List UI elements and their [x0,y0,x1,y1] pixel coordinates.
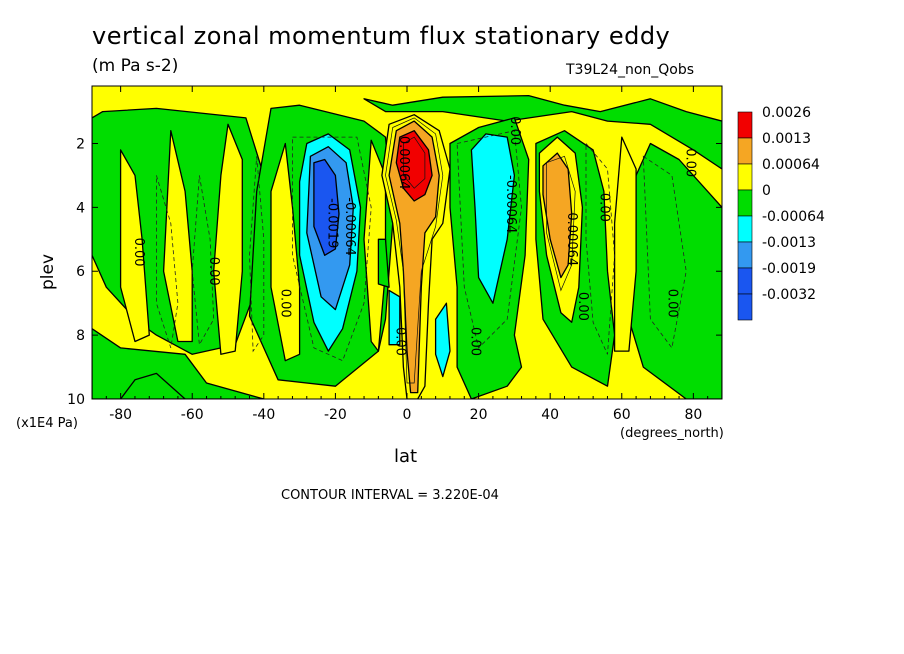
colorbar-swatch [737,267,753,295]
colorbar: 0.0026 0.0013 0.00064 0 -0.00064 -0.0013 -0.00… [737,105,825,321]
colorbar-swatch [737,189,753,217]
axis-ticks: -80 -60 -40 -20 0 20 40 60 80 2 4 6 8 10 [67,86,723,423]
contour-label-15: 0.00 [664,289,679,318]
contour-label-2: 0.00 [206,257,221,286]
colorbar-label: 0 [762,183,771,199]
chart-title: vertical zonal momentum flux stationary … [92,22,671,50]
contour-label-8: 0.00 [467,327,482,356]
y-tick-label: 2 [76,136,85,152]
colorbar-swatch [737,137,753,165]
dashed-contour-4 [292,136,372,362]
eq-cyan-left [388,289,401,346]
colorbar-label: -0.00064 [762,209,825,225]
yellow-stripe-a [119,149,150,343]
x-tick-label: -60 [181,407,204,423]
dashed-contour-3 [249,156,265,353]
y-tick-label: 6 [76,264,85,280]
contour-label-6: 0.00064 [396,136,411,190]
yellow-stripe-d [270,142,301,362]
x-tick-label: 80 [684,407,702,423]
contour-lines [156,117,687,384]
colorbar-label: 0.0026 [762,105,811,121]
dashed-contour-6 [585,142,616,355]
yellow-stripe-c [213,123,243,355]
x-tick-label: 20 [470,407,488,423]
y-tick-label: 4 [76,200,85,216]
nh-max-orange [542,152,573,279]
x-tick-label: 40 [541,407,559,423]
contour-label-1: 0.00 [131,238,146,267]
green-region-sfc [119,372,186,399]
y-tick-label: 10 [67,392,85,408]
solid-contour-2 [385,117,444,384]
colorbar-label: -0.0019 [762,261,816,277]
colorbar-label: 0.00064 [762,157,820,173]
eq-cyan-low [434,302,451,378]
contour-interval: CONTOUR INTERVAL = 3.220E-04 [281,488,499,503]
contour-field [92,86,722,399]
contour-label-14: 0.00 [682,148,697,177]
contour-label-7: 0.00 [392,327,407,356]
yellow-stripe-f [613,136,637,352]
eq-red [395,130,433,202]
sh-min-darkblue [313,158,340,256]
y-axis-units: (x1E4 Pa) [16,416,78,431]
contour-label-10: -0.00064 [503,175,518,233]
colorbar-swatch [737,241,753,269]
solid-contour-3 [546,155,576,292]
colorbar-swatch [737,163,753,191]
x-axis-units: (degrees_north) [620,426,724,441]
contour-label-12: 0.00 [575,292,590,321]
contour-label-4: -0.0019 [324,198,339,248]
x-tick-label: -40 [252,407,275,423]
yellow-stripe-b [162,130,193,343]
dashed-contour-7 [642,155,687,349]
x-tick-label: 60 [613,407,631,423]
eq-green-left [377,238,390,288]
contour-label-11: 0.00064 [564,212,579,266]
y-tick-label: 8 [76,328,85,344]
colorbar-swatch [737,215,753,243]
colorbar-label: 0.0013 [762,131,811,147]
contour-label-13: 0.00 [596,193,611,222]
colorbar-swatch [737,111,753,139]
x-tick-label: 0 [403,407,412,423]
green-region-top [363,94,722,170]
run-label: T39L24_non_Qobs [566,62,695,78]
solid-contour-1 [403,136,426,189]
colorbar-label: -0.0032 [762,287,816,303]
contour-label-5: -0.00064 [342,197,357,255]
colorbar-swatch [737,293,753,321]
nh-min-cyan [470,133,516,304]
dashed-contour-5 [456,130,522,349]
x-axis-label: lat [394,446,418,467]
colorbar-label: -0.0013 [762,235,816,251]
chart-units: (m Pa s-2) [92,56,179,76]
contour-label-9: 0.00 [507,116,522,145]
x-tick-label: -80 [109,407,132,423]
x-tick-label: -20 [324,407,347,423]
contour-label-3: 0.00 [278,289,293,318]
